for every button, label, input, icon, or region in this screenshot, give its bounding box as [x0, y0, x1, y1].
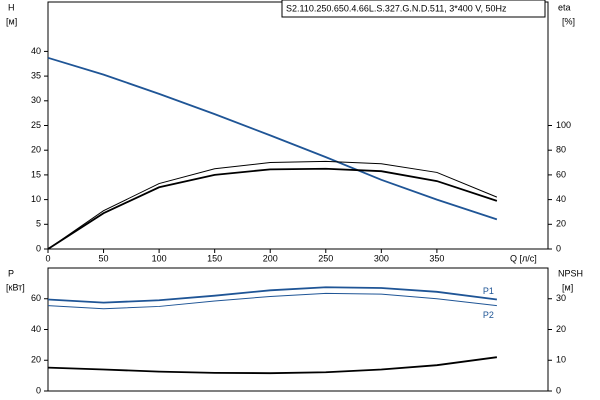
y-tick-label: 5	[36, 219, 41, 229]
series-line	[47, 286, 498, 304]
y-tick-label: 20	[31, 355, 41, 365]
y-tick-label: 35	[31, 70, 41, 80]
series-line	[47, 160, 498, 250]
y2-tick-label: 80	[556, 145, 566, 155]
x-tick-label: 100	[152, 253, 167, 263]
y2-tick-label: 20	[556, 324, 566, 334]
y2-tick-label: 40	[556, 194, 566, 204]
y2-axis-unit: [%]	[562, 16, 575, 26]
chart-title: S2.110.250.650.4.66L.S.327.G.N.D.511, 3*…	[286, 3, 507, 13]
series-label: P1	[483, 286, 494, 296]
y-axis-label: P	[8, 268, 14, 278]
title-box	[281, 0, 546, 18]
x-tick-label: 200	[263, 253, 278, 263]
y-tick-label: 10	[31, 194, 41, 204]
y-axis-unit: [м]	[6, 16, 17, 26]
y2-tick-label: 10	[556, 355, 566, 365]
y2-tick-label: 100	[556, 120, 571, 130]
y-tick-label: 30	[31, 95, 41, 105]
y2-tick-label: 30	[556, 293, 566, 303]
y-tick-label: 25	[31, 120, 41, 130]
y2-axis-unit: [м]	[562, 282, 573, 292]
series-line	[47, 356, 498, 375]
y2-axis-label: eta	[558, 2, 571, 12]
x-tick-label: 300	[374, 253, 389, 263]
y2-tick-label: 60	[556, 169, 566, 179]
y-tick-label: 0	[36, 243, 41, 253]
y-tick-label: 20	[31, 145, 41, 155]
y-tick-label: 40	[31, 324, 41, 334]
series-line	[47, 56, 498, 221]
x-tick-label: 50	[99, 253, 109, 263]
y2-tick-label: 20	[556, 219, 566, 229]
y2-tick-label: 0	[556, 243, 561, 253]
y-axis-unit: [кВт]	[6, 282, 25, 292]
y2-axis-label: NPSH	[558, 268, 583, 278]
series-line	[47, 167, 498, 250]
series-line	[47, 292, 497, 310]
y-axis-label: H	[8, 2, 15, 12]
series-label: P2	[483, 310, 494, 320]
x-tick-label: 350	[429, 253, 444, 263]
y-tick-label: 0	[36, 385, 41, 395]
x-tick-label: 0	[45, 253, 50, 263]
y-tick-label: 60	[31, 293, 41, 303]
y-tick-label: 40	[31, 46, 41, 56]
x-tick-label: 250	[318, 253, 333, 263]
y-tick-label: 15	[31, 169, 41, 179]
x-axis-label: Q [л/с]	[510, 253, 537, 263]
x-tick-label: 150	[207, 253, 222, 263]
y2-tick-label: 0	[556, 385, 561, 395]
